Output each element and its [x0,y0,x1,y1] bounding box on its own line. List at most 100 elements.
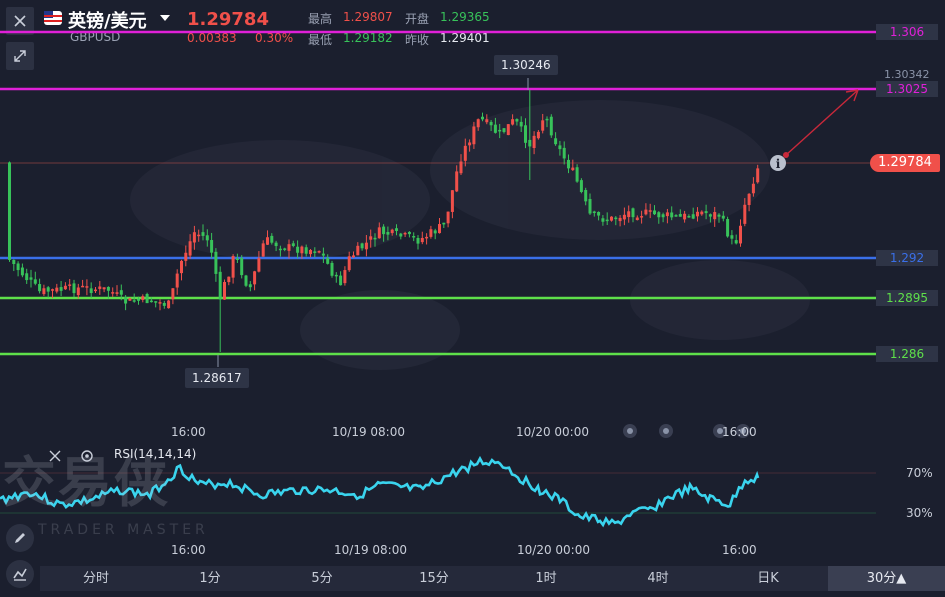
candle-body [592,211,596,213]
trend-arrow[interactable] [785,89,859,156]
candle-body [622,214,626,220]
timeframe-tab-6[interactable]: 4时 [647,571,669,586]
candle-body [743,204,747,224]
candle-body [549,116,553,136]
arrow-anchor[interactable] [783,152,789,158]
candle-body [446,211,450,224]
time-label-2: 10/19 08:00 [332,425,405,439]
draw-tool-button[interactable] [6,524,34,552]
candle-body [730,235,734,239]
candle-body [644,209,648,215]
candle-body [640,216,644,218]
candle-body [618,217,622,222]
candle-body [412,236,416,238]
candle-body [627,211,631,218]
open-label: 开盘 [405,12,430,26]
candle-body [687,215,691,218]
candles [8,90,760,352]
candle-body [558,145,562,150]
candle-body [403,232,407,235]
candle-body [326,257,330,264]
candle-body [63,285,67,290]
candle-body [304,247,308,254]
candle-body [137,298,140,301]
arrowhead-icon [845,89,859,102]
candle-body [188,241,192,256]
timeframe-tab-selected[interactable]: 30分▲ [828,566,945,591]
candle-body [739,225,742,244]
candle-body [395,228,398,231]
candle-body [257,258,261,272]
timeframe-tab-2[interactable]: 1分 [199,571,221,586]
candle-body [708,214,712,217]
candle-body [696,211,699,217]
candle-body [42,288,46,295]
close-button[interactable] [6,7,34,35]
candle-body [747,193,751,206]
time-label-1: 16:00 [171,425,206,439]
high-callout: 1.30246 [494,55,558,75]
chevron-down-icon[interactable] [160,14,170,22]
candle-body [180,260,183,274]
candle-body [657,212,661,218]
candle-body [8,162,11,260]
candle-body [506,124,510,136]
rsi-close-icon[interactable] [48,449,62,463]
collapse-arrows-icon [14,50,26,62]
timeframe-tab-7[interactable]: 日K [757,571,779,586]
world-map-background [130,100,810,370]
symbol-name[interactable]: 英镑/美元 [68,11,147,32]
candle-body [89,288,93,294]
rsi-time-label-4: 16:00 [722,543,757,557]
rsi-upper-label: 70% [906,466,933,480]
candle-body [562,147,566,159]
timeframe-tab-3[interactable]: 5分 [311,571,333,586]
level-tag-13025: 1.3025 [876,81,938,97]
candle-body [231,256,235,278]
axis-top-price: 1.30342 [884,68,930,81]
info-icon[interactable] [770,155,786,171]
candle-body [300,246,304,254]
candle-body [235,258,239,260]
candle-body [674,215,678,217]
candle-body [317,251,321,253]
timeframe-tab-4[interactable]: 15分 [419,571,449,586]
collapse-button[interactable] [6,42,34,70]
candle-body [584,190,588,202]
rsi-settings-icon[interactable] [80,449,94,463]
candle-body [334,274,338,277]
candle-body [433,230,437,234]
time-label-3: 10/20 00:00 [516,425,589,439]
candle-body [700,211,704,215]
low-value: 1.29182 [343,31,393,45]
candle-body [704,211,708,214]
candle-body [76,287,80,296]
indicator-tool-button[interactable] [6,560,34,588]
candle-body [734,240,738,244]
candle-body [25,273,29,281]
candle-body [390,229,394,234]
rsi-time-label-1: 16:00 [171,543,206,557]
rsi-line [0,455,760,528]
candle-body [726,219,730,237]
candle-body [12,259,16,265]
candle-body [425,236,429,239]
candle-body [266,237,269,245]
candle-body [399,233,403,237]
candle-body [201,232,205,236]
candle-body [541,120,545,131]
symbol-code: GBPUSD [70,30,121,44]
candle-body [38,284,42,292]
candle-body [468,142,472,146]
rsi-lower-label: 30% [906,506,933,520]
timeframe-tab-5[interactable]: 1时 [535,571,557,586]
current-price: 1.29784 [187,9,269,30]
candle-body [158,302,162,304]
candle-body [614,217,618,220]
candle-body [214,251,218,274]
candle-body [377,227,381,239]
level-tag-1292: 1.292 [876,250,938,266]
timeframe-tab-1[interactable]: 分时 [82,571,109,586]
candle-body [631,208,635,218]
